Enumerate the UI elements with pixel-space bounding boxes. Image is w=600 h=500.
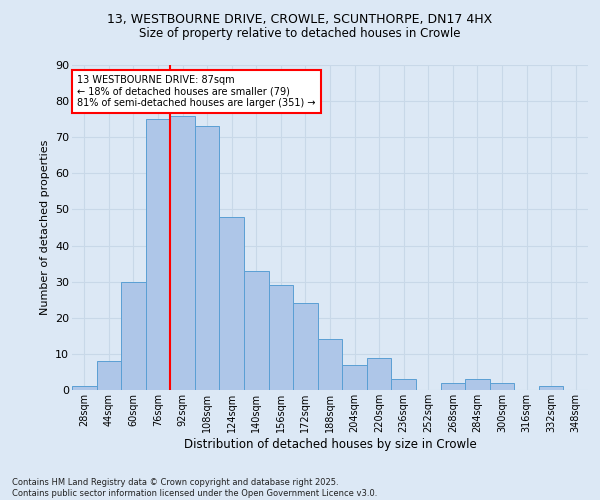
- Bar: [318, 340, 342, 390]
- Bar: [367, 358, 391, 390]
- Text: 13, WESTBOURNE DRIVE, CROWLE, SCUNTHORPE, DN17 4HX: 13, WESTBOURNE DRIVE, CROWLE, SCUNTHORPE…: [107, 12, 493, 26]
- Bar: [244, 271, 269, 390]
- Bar: [539, 386, 563, 390]
- X-axis label: Distribution of detached houses by size in Crowle: Distribution of detached houses by size …: [184, 438, 476, 451]
- Bar: [121, 282, 146, 390]
- Bar: [72, 386, 97, 390]
- Y-axis label: Number of detached properties: Number of detached properties: [40, 140, 50, 315]
- Text: Size of property relative to detached houses in Crowle: Size of property relative to detached ho…: [139, 28, 461, 40]
- Bar: [391, 379, 416, 390]
- Bar: [146, 119, 170, 390]
- Bar: [97, 361, 121, 390]
- Bar: [195, 126, 220, 390]
- Bar: [440, 383, 465, 390]
- Bar: [269, 286, 293, 390]
- Bar: [342, 364, 367, 390]
- Bar: [293, 304, 318, 390]
- Text: Contains HM Land Registry data © Crown copyright and database right 2025.
Contai: Contains HM Land Registry data © Crown c…: [12, 478, 377, 498]
- Bar: [490, 383, 514, 390]
- Text: 13 WESTBOURNE DRIVE: 87sqm
← 18% of detached houses are smaller (79)
81% of semi: 13 WESTBOURNE DRIVE: 87sqm ← 18% of deta…: [77, 74, 316, 108]
- Bar: [465, 379, 490, 390]
- Bar: [220, 216, 244, 390]
- Bar: [170, 116, 195, 390]
